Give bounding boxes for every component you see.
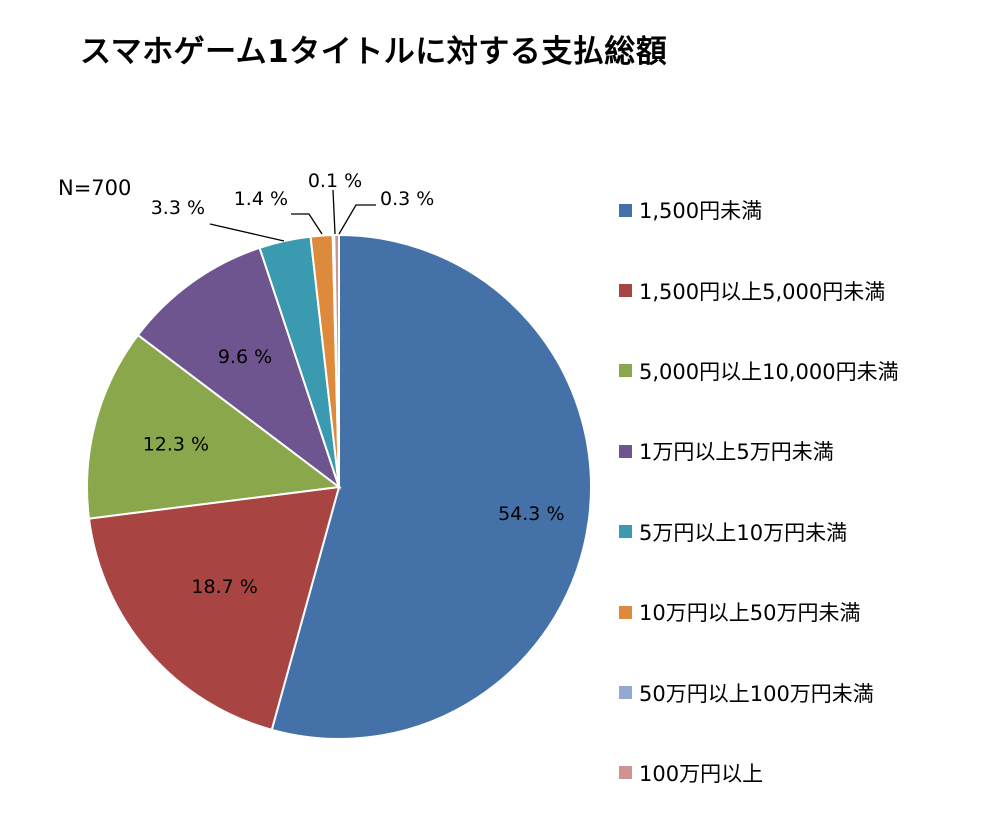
slice-data-label: 18.7 % [191, 576, 257, 598]
legend-label: 1,500円未満 [639, 199, 763, 224]
legend: 1,500円未満 1,500円以上5,000円未満 5,000円以上10,000円未… [619, 170, 899, 813]
legend-item: 1,500円未満 [619, 170, 899, 250]
legend-label: 50万円以上100万円未満 [639, 681, 874, 706]
slice-data-label: 54.3 % [498, 503, 564, 525]
leader-line [332, 189, 336, 235]
legend-label: 5,000円以上10,000円未満 [639, 359, 899, 384]
legend-label: 5万円以上10万円未満 [639, 520, 848, 545]
legend-label: 10万円以上50万円未満 [639, 601, 861, 626]
legend-item: 1万円以上5万円未満 [619, 411, 899, 491]
leader-line [291, 213, 323, 235]
pie-slice [270, 233, 592, 740]
slice-data-label: 9.6 % [218, 346, 272, 368]
legend-swatch [619, 766, 632, 780]
legend-swatch [619, 284, 632, 298]
legend-swatch [619, 525, 632, 539]
legend-swatch [619, 686, 632, 700]
legend-swatch [619, 364, 632, 378]
chart-title: スマホゲーム1タイトルに対する支払総額 [80, 34, 668, 70]
legend-item: 5,000円以上10,000円未満 [619, 331, 899, 411]
pie-slice [86, 333, 342, 520]
legend-swatch [619, 444, 632, 458]
legend-swatch [619, 605, 632, 619]
pie-slice [333, 233, 340, 488]
legend-item: 5万円以上10万円未満 [619, 492, 899, 572]
legend-item: 1,500円以上5,000円未満 [619, 250, 899, 330]
legend-label: 100万円以上 [639, 761, 764, 786]
pie-slice [136, 246, 341, 490]
legend-item: 50万円以上100万円未満 [619, 652, 899, 732]
pie-slice [87, 485, 341, 732]
legend-label: 1,500円以上5,000円未満 [639, 279, 886, 304]
sample-size-label: N=700 [58, 176, 131, 200]
leader-line [338, 204, 376, 235]
leader-line [209, 223, 285, 242]
slice-data-label: 0.3 % [380, 188, 434, 210]
slice-data-label: 0.1 % [308, 170, 362, 192]
legend-swatch [619, 203, 632, 217]
slice-data-label: 3.3 % [151, 197, 205, 219]
legend-item: 100万円以上 [619, 733, 899, 813]
pie-chart: 54.3 % 18.7 % 12.3 % 9.6 % 3.3 % 1.4 % 0.1 % 0.… [58, 170, 592, 740]
slice-data-label: 12.3 % [143, 434, 209, 456]
legend-item: 10万円以上50万円未満 [619, 572, 899, 652]
slice-data-label: 1.4 % [234, 188, 288, 210]
legend-label: 1万円以上5万円未満 [639, 440, 834, 465]
